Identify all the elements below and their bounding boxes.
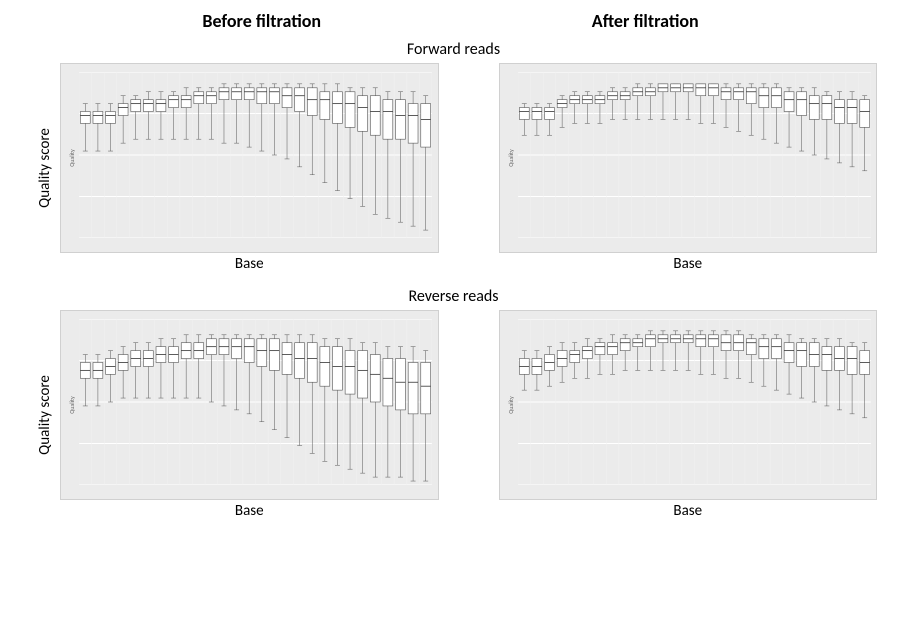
yaxis-label: Quality score	[36, 128, 54, 208]
xaxis-label: Base	[235, 502, 264, 520]
inner-ylabel: Quality	[506, 149, 514, 167]
inner-ylabel: Quality	[506, 396, 514, 414]
xaxis-label: Base	[673, 255, 702, 273]
yaxis-label: Quality score	[36, 375, 54, 455]
panel-forward-after: Quality	[499, 63, 878, 253]
panel-reverse-after-wrap: Quality Base	[499, 310, 878, 520]
forward-row: Quality score Quality Base Quality Base	[30, 63, 877, 273]
panel-forward-before: Quality	[60, 63, 439, 253]
boxplot-svg	[79, 319, 432, 485]
panel-forward-after-wrap: Quality Base	[499, 63, 878, 273]
yaxis-outer: Quality score	[30, 159, 60, 177]
col-header-before: Before filtration	[70, 10, 454, 32]
panel-forward-before-wrap: Quality Base	[60, 63, 439, 273]
col-header-after: After filtration	[454, 10, 838, 32]
boxplot-svg	[518, 72, 871, 238]
row-header-forward: Forward reads	[30, 40, 877, 59]
xaxis-label: Base	[235, 255, 264, 273]
row-header-reverse: Reverse reads	[30, 287, 877, 306]
reverse-row: Quality score Quality Base Quality Base	[30, 310, 877, 520]
inner-ylabel: Quality	[68, 396, 76, 414]
inner-ylabel: Quality	[68, 149, 76, 167]
xaxis-label: Base	[673, 502, 702, 520]
boxplot-svg	[518, 319, 871, 485]
panel-reverse-before: Quality	[60, 310, 439, 500]
column-headers: Before filtration After filtration	[30, 10, 877, 32]
panel-reverse-after: Quality	[499, 310, 878, 500]
panel-reverse-before-wrap: Quality Base	[60, 310, 439, 520]
yaxis-outer: Quality score	[30, 406, 60, 424]
boxplot-svg	[79, 72, 432, 238]
